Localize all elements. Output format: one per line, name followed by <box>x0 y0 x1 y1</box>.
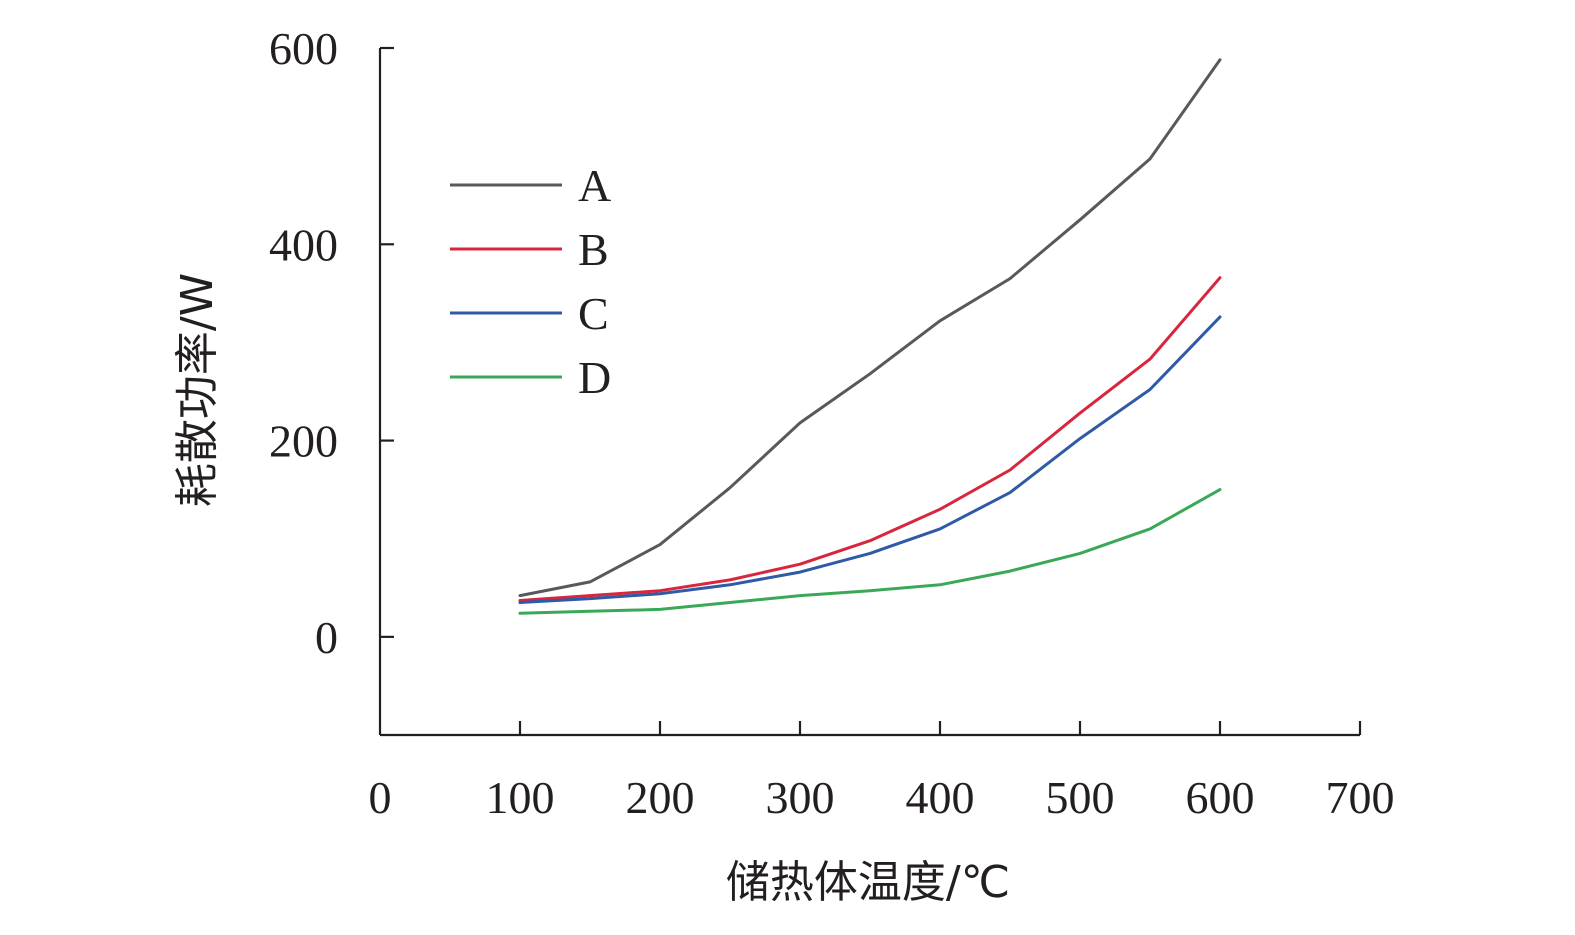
y-axis-title: 耗散功率/W <box>172 273 223 507</box>
x-tick-label: 400 <box>906 772 975 823</box>
x-tick-label: 100 <box>486 772 555 823</box>
legend-label-d: D <box>578 352 611 403</box>
series-line-d <box>518 488 1222 615</box>
x-tick-label: 700 <box>1326 772 1395 823</box>
x-tick-label: 0 <box>369 772 392 823</box>
y-tick-label: 600 <box>269 23 338 74</box>
x-tick-label: 500 <box>1046 772 1115 823</box>
plot-area <box>518 58 1222 615</box>
y-tick-label: 0 <box>315 612 338 663</box>
x-tick-label: 600 <box>1186 772 1255 823</box>
y-tick-label: 400 <box>269 219 338 270</box>
legend-label-a: A <box>578 160 611 211</box>
series-line-c <box>518 315 1222 604</box>
legend-label-c: C <box>578 288 609 339</box>
y-tick-label: 200 <box>269 416 338 467</box>
axes: 0 100 200 300 400 500 600 700 0 200 400 600 <box>269 23 1395 823</box>
series-line-a <box>518 58 1222 598</box>
x-axis-title: 储热体温度/℃ <box>726 857 1010 908</box>
series-line-b <box>518 276 1222 602</box>
x-tick-label: 200 <box>626 772 695 823</box>
x-tick-label: 300 <box>766 772 835 823</box>
legend-label-b: B <box>578 224 609 275</box>
